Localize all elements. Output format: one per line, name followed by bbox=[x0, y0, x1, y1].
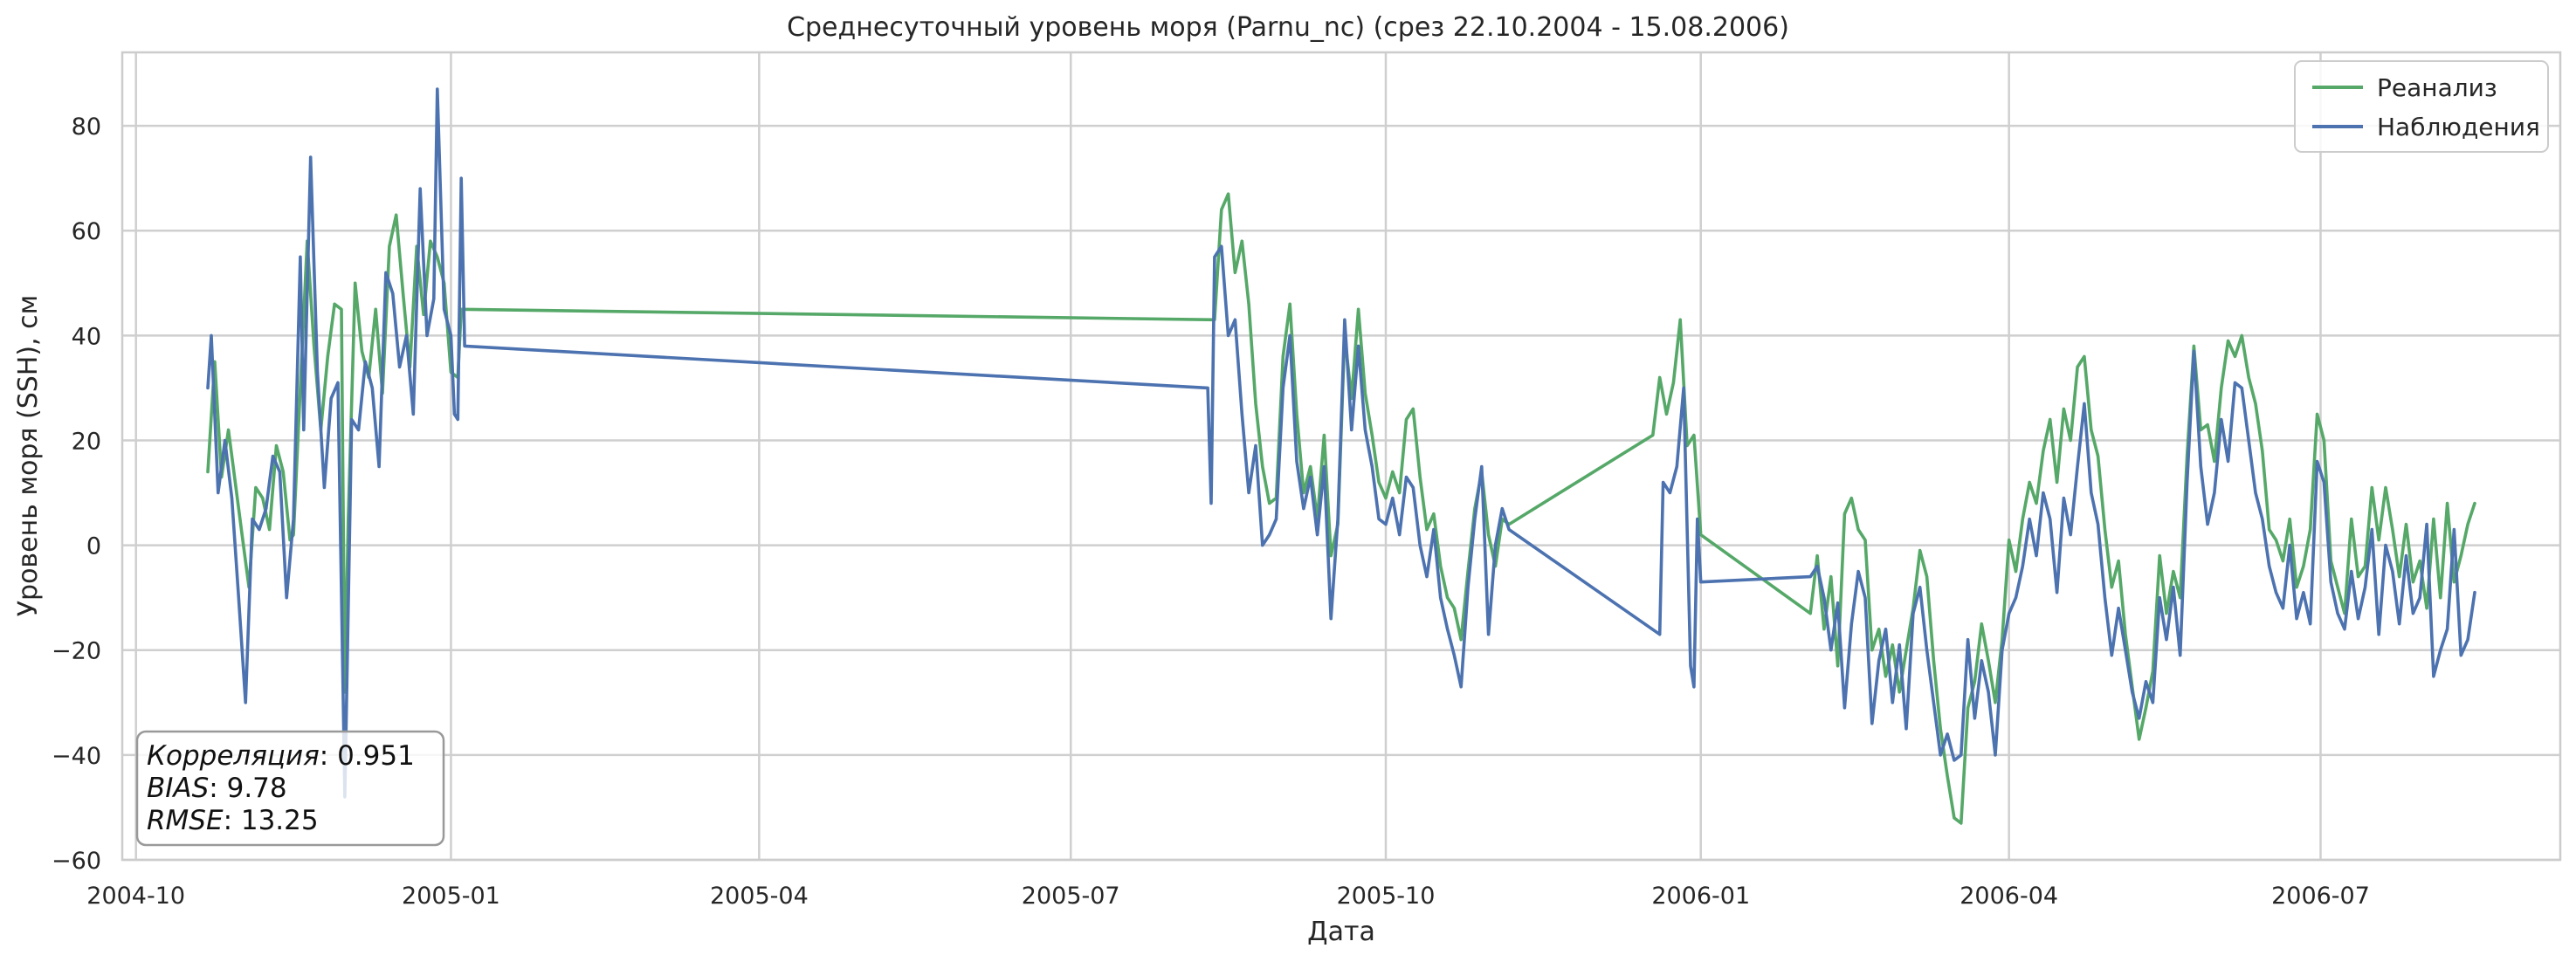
x-tick-label: 2005-07 bbox=[1022, 883, 1120, 910]
statistics-box-frame bbox=[135, 730, 445, 847]
y-tick-label: 60 bbox=[72, 218, 101, 245]
y-tick-label: 20 bbox=[72, 428, 101, 455]
x-tick-label: 2005-01 bbox=[402, 883, 500, 910]
x-tick-label: 2006-04 bbox=[1960, 883, 2058, 910]
y-tick-label: 0 bbox=[86, 533, 101, 560]
stat-rmse: RMSE: 13.25 bbox=[147, 805, 319, 836]
y-tick-label: 80 bbox=[72, 113, 101, 141]
data-series bbox=[206, 87, 2476, 825]
legend: Реанализ Наблюдения bbox=[2294, 60, 2549, 153]
y-tick-label: −60 bbox=[52, 848, 101, 875]
x-tick-label: 2005-04 bbox=[710, 883, 809, 910]
stat-bias-label: BIAS bbox=[147, 773, 209, 804]
y-tick-label: 40 bbox=[72, 323, 101, 350]
stat-correlation-label: Корреляция bbox=[147, 740, 320, 772]
series-line-observations bbox=[206, 87, 2476, 799]
y-tick-label: −20 bbox=[52, 638, 101, 665]
legend-label-observations: Наблюдения bbox=[2377, 113, 2540, 141]
stat-correlation-value: : 0.951 bbox=[320, 740, 415, 772]
x-tick-label: 2005-10 bbox=[1337, 883, 1436, 910]
stat-bias-value: : 9.78 bbox=[209, 773, 286, 804]
x-tick-label: 2004-10 bbox=[86, 883, 185, 910]
legend-label-reanalysis: Реанализ bbox=[2377, 73, 2497, 102]
legend-box bbox=[2294, 60, 2549, 153]
series-line-reanalysis bbox=[206, 192, 2476, 825]
stat-correlation: Корреляция: 0.951 bbox=[147, 740, 415, 772]
chart-title: Среднесуточный уровень моря (Parnu_nc) (… bbox=[787, 12, 1789, 43]
statistics-box: Корреляция: 0.951 BIAS: 9.78 RMSE: 13.25 bbox=[135, 730, 445, 847]
y-tick-label: −40 bbox=[52, 743, 101, 770]
stat-rmse-label: RMSE bbox=[147, 805, 224, 836]
y-axis-label: Уровень моря (SSH), см bbox=[13, 295, 44, 617]
stat-bias: BIAS: 9.78 bbox=[147, 773, 287, 804]
stat-rmse-value: : 13.25 bbox=[224, 805, 319, 836]
plot-frame bbox=[121, 51, 2562, 862]
y-tick-labels: −60 −40 −20 0 20 40 60 80 bbox=[52, 113, 101, 875]
x-tick-label: 2006-07 bbox=[2271, 883, 2370, 910]
x-tick-labels: 2004-10 2005-01 2005-04 2005-07 2005-10 2006-… bbox=[86, 883, 2370, 910]
x-axis-label: Дата bbox=[1307, 917, 1375, 947]
x-tick-label: 2006-01 bbox=[1651, 883, 1750, 910]
